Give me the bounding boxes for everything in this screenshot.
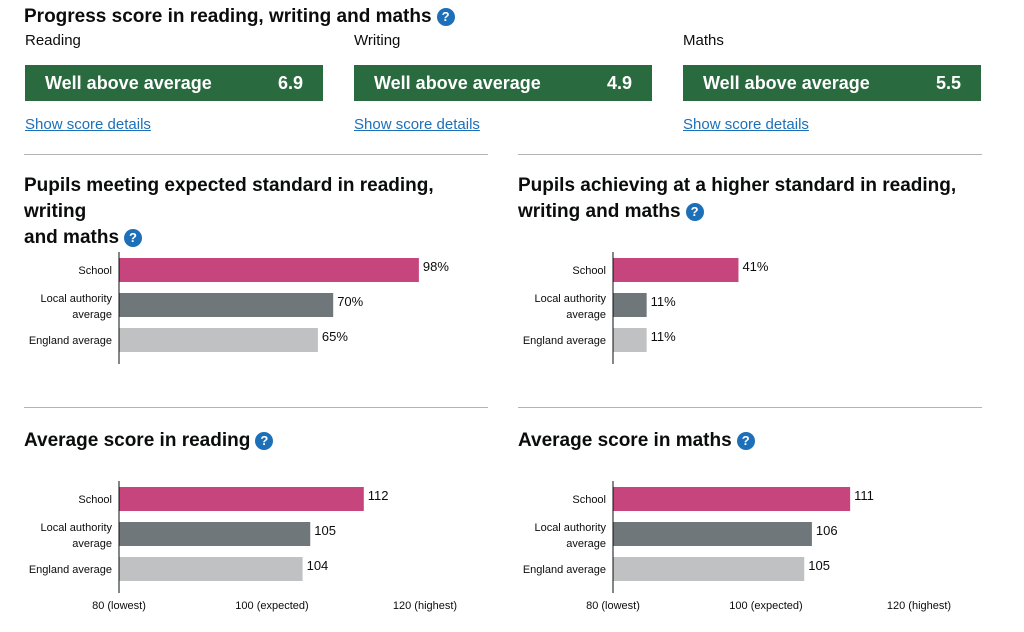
maths-subject-label: Maths: [683, 32, 724, 49]
question-mark-icon[interactable]: ?: [436, 8, 455, 26]
reading-band: Well above average: [45, 72, 212, 93]
x-tick-label: 120 (highest): [393, 600, 457, 612]
bar-local-authority: [613, 293, 647, 317]
category-label: average: [72, 538, 112, 550]
bar-local-authority: [119, 293, 334, 317]
progress-heading: Progress score in reading, writing and m…: [24, 4, 455, 30]
category-label: Local authority: [40, 522, 112, 534]
chart-average-maths-svg: 111 School 106 Local authority average 105 Eng…: [523, 481, 951, 612]
bar-england: [119, 557, 303, 581]
x-tick-label: 80 (lowest): [586, 600, 640, 612]
reading-score: 6.9: [277, 72, 303, 93]
section-divider: [24, 407, 488, 408]
maths-score: 5.5: [935, 72, 961, 93]
higher-title-line1: Pupils achieving at a higher standard in…: [518, 175, 957, 196]
reading-average-title: Average score in reading: [24, 430, 251, 451]
value-label: 11%: [651, 294, 676, 309]
category-label: England average: [29, 335, 112, 347]
category-label: England average: [523, 335, 606, 347]
question-mark-icon[interactable]: ?: [685, 203, 704, 221]
value-label: 70%: [337, 294, 363, 309]
value-label: 105: [808, 558, 830, 573]
expected-title-line2: and maths: [24, 227, 120, 248]
category-label: Local authority: [534, 293, 606, 305]
writing-score: 4.9: [606, 72, 632, 93]
chart-higher-standard-svg: 41% School 11% Local authority average 11% Eng…: [523, 252, 769, 364]
maths-score-box: Well above average 5.5: [683, 65, 981, 101]
reading-subject-label: Reading: [25, 32, 81, 49]
value-label: 111: [854, 488, 874, 503]
reading-score-details-link[interactable]: Show score details: [25, 116, 151, 133]
chart-average-maths: 111 School 106 Local authority average 105 Eng…: [494, 0, 994, 632]
reading-score-box: Well above average 6.9: [25, 65, 323, 101]
value-label: 65%: [322, 329, 348, 344]
chart-higher-standard: 41% School 11% Local authority average 11% Eng…: [494, 0, 994, 632]
x-tick-label: 100 (expected): [729, 600, 802, 612]
category-label: School: [572, 494, 606, 506]
value-label: 105: [314, 523, 336, 538]
bar-england: [613, 557, 805, 581]
category-label: School: [572, 265, 606, 277]
reading-average-heading: Average score in reading?: [24, 428, 274, 454]
section-divider: [518, 407, 982, 408]
bar-england: [119, 328, 318, 352]
chart-expected-standard-svg: 98% School 70% Local authority average 65% Eng…: [29, 252, 449, 364]
writing-score-box: Well above average 4.9: [354, 65, 652, 101]
chart-average-reading: 112 School 105 Local authority average 104 Eng…: [0, 0, 500, 632]
bar-school: [119, 487, 364, 511]
category-label: School: [78, 265, 112, 277]
bar-local-authority: [613, 522, 812, 546]
bar-school: [119, 258, 419, 282]
category-label: School: [78, 494, 112, 506]
x-tick-label: 120 (highest): [887, 600, 951, 612]
expected-title-line1: Pupils meeting expected standard in read…: [24, 175, 434, 222]
category-label: England average: [29, 564, 112, 576]
value-label: 11%: [651, 329, 676, 344]
writing-score-details-link[interactable]: Show score details: [354, 116, 480, 133]
category-label: Local authority: [534, 522, 606, 534]
category-label: England average: [523, 564, 606, 576]
writing-subject-label: Writing: [354, 32, 401, 49]
writing-band: Well above average: [374, 72, 541, 93]
category-label: average: [72, 309, 112, 321]
chart-average-reading-svg: 112 School 105 Local authority average 104 Eng…: [29, 481, 457, 612]
bar-england: [613, 328, 647, 352]
value-label: 104: [307, 558, 329, 573]
maths-score-details-link[interactable]: Show score details: [683, 116, 809, 133]
x-tick-label: 80 (lowest): [92, 600, 146, 612]
chart-expected-standard: 98% School 70% Local authority average 65% Eng…: [0, 0, 500, 632]
progress-title: Progress score in reading, writing and m…: [24, 6, 432, 27]
question-mark-icon[interactable]: ?: [124, 229, 143, 247]
value-label: 112: [368, 488, 389, 503]
higher-standard-heading: Pupils achieving at a higher standard in…: [518, 173, 988, 225]
value-label: 98%: [423, 259, 449, 274]
question-mark-icon[interactable]: ?: [736, 432, 755, 450]
question-mark-icon[interactable]: ?: [255, 432, 274, 450]
value-label: 106: [816, 523, 838, 538]
higher-title-line2: writing and maths: [518, 201, 681, 222]
bar-school: [613, 258, 739, 282]
category-label: average: [566, 309, 606, 321]
maths-average-heading: Average score in maths?: [518, 428, 755, 454]
bar-local-authority: [119, 522, 311, 546]
bar-school: [613, 487, 851, 511]
category-label: average: [566, 538, 606, 550]
section-divider: [24, 154, 488, 155]
maths-average-title: Average score in maths: [518, 430, 732, 451]
expected-standard-heading: Pupils meeting expected standard in read…: [24, 173, 494, 251]
category-label: Local authority: [40, 293, 112, 305]
x-tick-label: 100 (expected): [235, 600, 308, 612]
section-divider: [518, 154, 982, 155]
maths-band: Well above average: [703, 72, 870, 93]
value-label: 41%: [742, 259, 768, 274]
